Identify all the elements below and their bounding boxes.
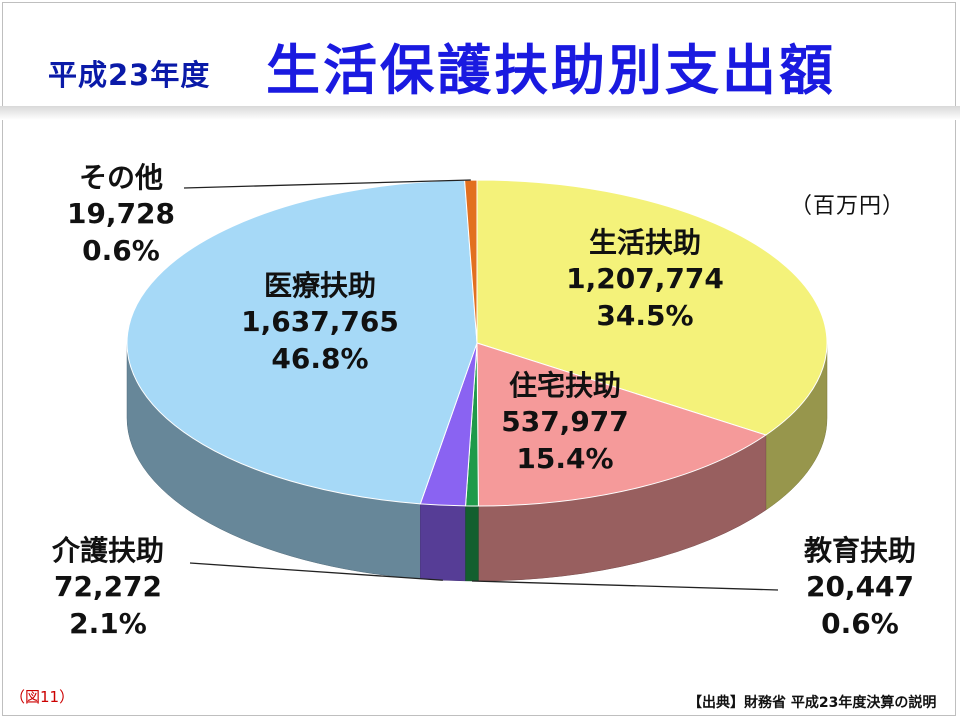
label-value: 1,207,774 xyxy=(566,262,724,296)
figure-number: （図11） xyxy=(10,688,75,706)
label-name: 教育扶助 xyxy=(803,534,916,567)
title-divider xyxy=(0,106,960,120)
unit-note: （百万円） xyxy=(790,194,906,219)
label-housing: 住宅扶助 537,977 15.4% xyxy=(470,368,660,477)
pie-slice-医療扶助 xyxy=(126,179,478,505)
label-living: 生活扶助 1,207,774 34.5% xyxy=(545,225,745,334)
label-percent: 15.4% xyxy=(516,441,614,475)
pie-side-教育扶助 xyxy=(465,505,479,582)
label-percent: 0.6% xyxy=(821,606,899,640)
label-percent: 2.1% xyxy=(69,606,147,640)
label-value: 20,447 xyxy=(805,570,915,604)
label-percent: 34.5% xyxy=(596,298,694,332)
label-name: 介護扶助 xyxy=(51,534,164,567)
leader-line-education xyxy=(471,580,779,591)
pie-side-介護扶助 xyxy=(420,503,466,582)
leader-line-care xyxy=(189,562,443,581)
label-value: 19,728 xyxy=(66,197,176,231)
label-other: その他 19,728 0.6% xyxy=(46,160,196,269)
label-percent: 46.8% xyxy=(271,341,369,375)
source-note: 【出典】財務省 平成23年度決算の説明 xyxy=(688,695,937,711)
label-name: 生活扶助 xyxy=(588,226,701,259)
label-care: 介護扶助 72,272 2.1% xyxy=(18,533,198,642)
label-medical: 医療扶助 1,637,765 46.8% xyxy=(215,268,425,377)
leader-line-other xyxy=(183,179,471,189)
fiscal-year: 平成23年度 xyxy=(48,58,211,92)
page-title: 生活保護扶助別支出額 xyxy=(266,39,836,102)
label-name: その他 xyxy=(78,161,163,194)
label-value: 537,977 xyxy=(501,405,629,439)
label-value: 1,637,765 xyxy=(241,305,399,339)
title-row: 平成23年度 生活保護扶助別支出額 xyxy=(0,22,960,102)
label-value: 72,272 xyxy=(53,570,163,604)
label-percent: 0.6% xyxy=(82,233,160,267)
label-education: 教育扶助 20,447 0.6% xyxy=(770,533,950,642)
pie-slice-住宅扶助 xyxy=(476,342,768,507)
label-name: 医療扶助 xyxy=(263,269,376,302)
pie-slice-生活扶助 xyxy=(476,179,828,436)
label-name: 住宅扶助 xyxy=(508,369,621,402)
